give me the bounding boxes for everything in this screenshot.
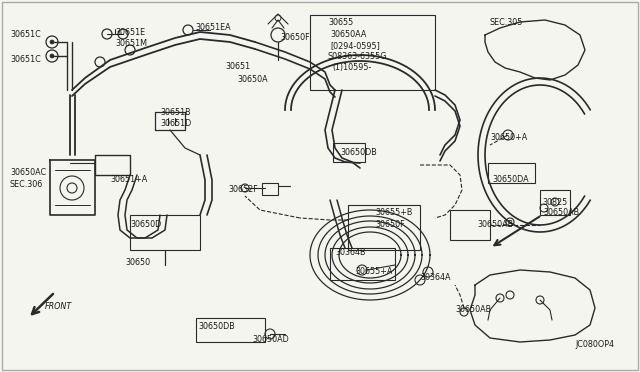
- Text: SEC.306: SEC.306: [10, 180, 44, 189]
- Text: 30655+B: 30655+B: [375, 208, 412, 217]
- Bar: [310, 15, 435, 90]
- Text: 30650DB: 30650DB: [340, 148, 377, 157]
- Text: 30651M: 30651M: [115, 39, 147, 48]
- Text: S08363-6355G: S08363-6355G: [327, 52, 387, 61]
- Text: 30650D: 30650D: [130, 220, 161, 229]
- Text: FRONT: FRONT: [45, 302, 72, 311]
- Text: 30650F: 30650F: [280, 33, 310, 42]
- Text: 30650AD: 30650AD: [252, 335, 289, 344]
- Text: 30650AC: 30650AC: [10, 168, 46, 177]
- Bar: [450, 210, 490, 240]
- Text: 30651E: 30651E: [115, 28, 145, 37]
- Text: 30651+A: 30651+A: [110, 175, 147, 184]
- Bar: [488, 163, 535, 183]
- Text: 30650AB: 30650AB: [477, 220, 513, 229]
- Text: 30651: 30651: [225, 62, 250, 71]
- Text: [0294-0595]: [0294-0595]: [330, 41, 380, 50]
- Text: 30655: 30655: [328, 18, 353, 27]
- Circle shape: [50, 40, 54, 44]
- Text: 30364B: 30364B: [335, 248, 365, 257]
- Text: SEC.305: SEC.305: [490, 18, 524, 27]
- Bar: [330, 248, 395, 280]
- Text: 30651D: 30651D: [160, 119, 191, 128]
- Text: JC080OP4: JC080OP4: [575, 340, 614, 349]
- Bar: [130, 215, 200, 250]
- Text: 30651C: 30651C: [10, 55, 41, 64]
- Text: 30650AA: 30650AA: [330, 30, 366, 39]
- Text: 30651B: 30651B: [160, 108, 191, 117]
- Text: 30650DB: 30650DB: [198, 322, 235, 331]
- Bar: [348, 205, 420, 250]
- Text: 30825: 30825: [542, 198, 567, 207]
- Bar: [262, 183, 278, 195]
- Text: (1)10595-: (1)10595-: [332, 63, 371, 72]
- Text: 30650: 30650: [125, 258, 150, 267]
- Text: 30650DA: 30650DA: [492, 175, 529, 184]
- Text: 30650+A: 30650+A: [490, 133, 527, 142]
- Text: 30651EA: 30651EA: [195, 23, 230, 32]
- Circle shape: [50, 54, 54, 58]
- Bar: [540, 190, 570, 215]
- Text: 30655+A: 30655+A: [355, 267, 392, 276]
- Text: 30364A: 30364A: [420, 273, 451, 282]
- Text: 30650F: 30650F: [375, 220, 404, 229]
- Text: 30650AB: 30650AB: [455, 305, 491, 314]
- Bar: [196, 318, 265, 342]
- Bar: [333, 143, 365, 162]
- Text: 30650AB: 30650AB: [543, 208, 579, 217]
- Text: 30652F: 30652F: [228, 185, 258, 194]
- Text: 30651C: 30651C: [10, 30, 41, 39]
- Text: 30650A: 30650A: [237, 75, 268, 84]
